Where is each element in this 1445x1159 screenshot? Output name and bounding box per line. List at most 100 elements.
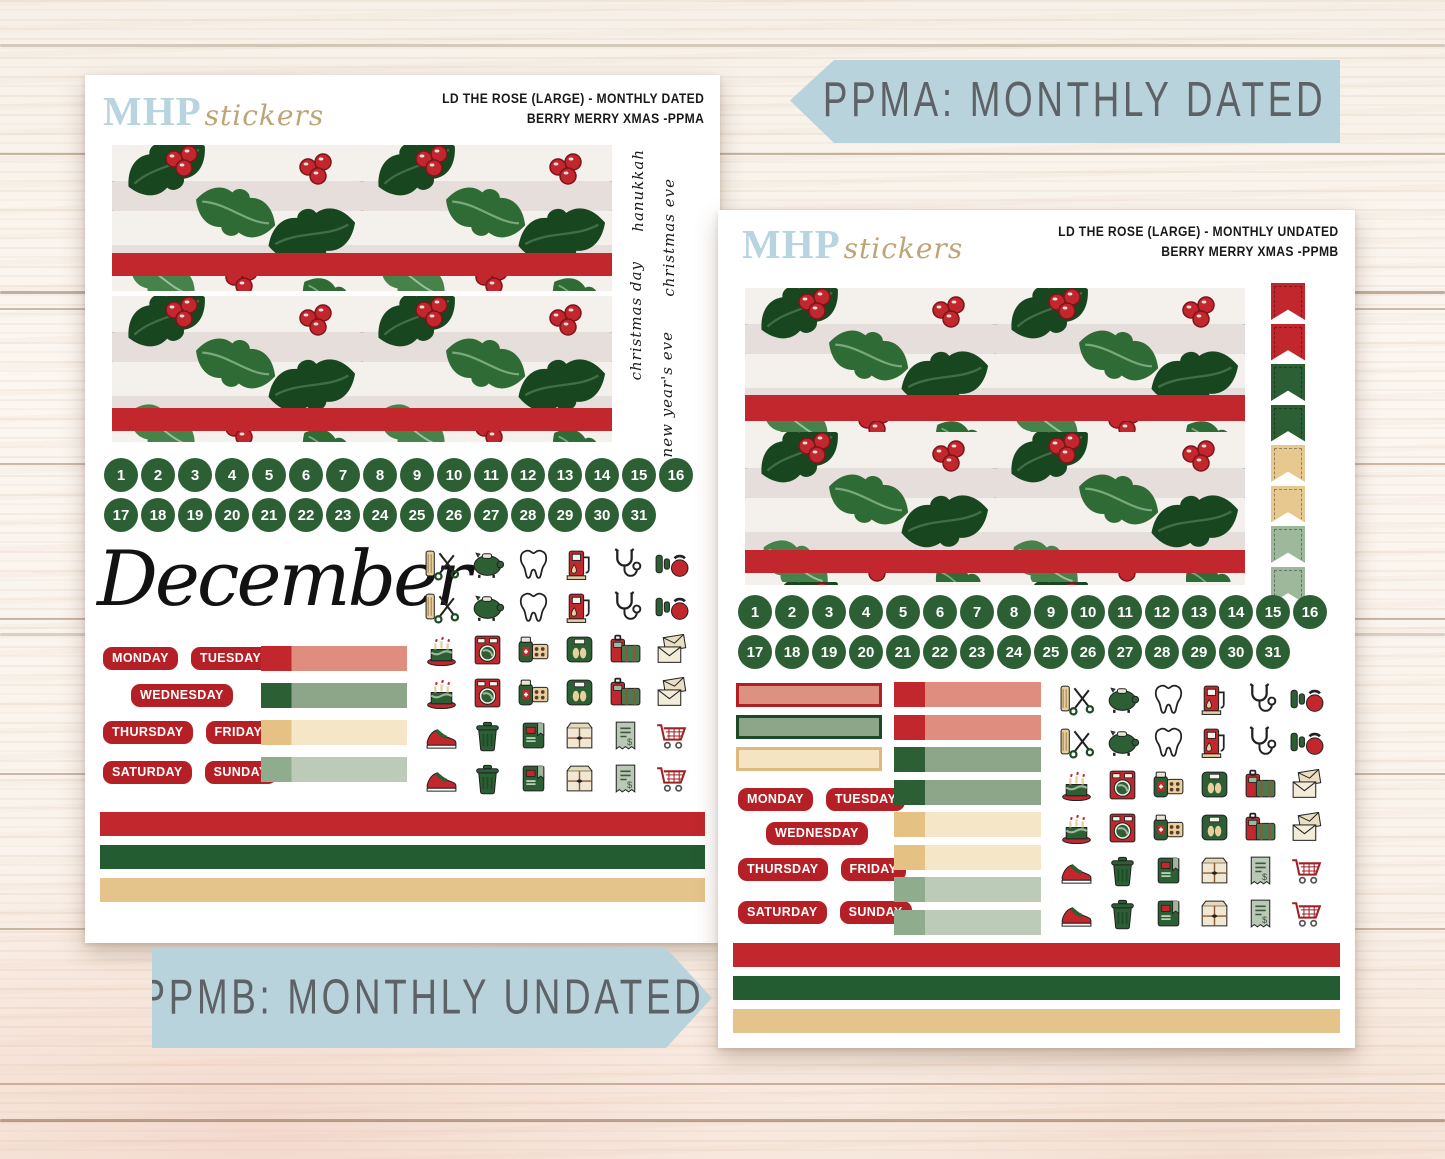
date-sticker: 12 — [511, 458, 545, 492]
date-sticker: 1 — [104, 458, 138, 492]
laundry-icon — [469, 674, 506, 711]
trash-can-icon — [1104, 895, 1141, 932]
date-sticker: 30 — [585, 498, 619, 532]
date-sticker: 20 — [215, 498, 249, 532]
haircut-icon — [1058, 723, 1095, 760]
haircut-icon — [423, 588, 460, 625]
solid-bar-sticker — [100, 812, 705, 836]
red-stripe — [112, 253, 612, 276]
sheet-title: LD THE ROSE (LARGE) - MONTHLY UNDATED BE… — [1059, 222, 1339, 263]
birthday-cake-icon — [423, 631, 460, 668]
sneaker-icon — [423, 760, 460, 797]
logo-serif-text: MHP — [103, 88, 202, 134]
svg-text:$: $ — [627, 780, 632, 790]
date-sticker: 3 — [812, 595, 846, 629]
package-icon — [561, 717, 598, 754]
logo-serif-text: MHP — [742, 221, 841, 267]
date-sticker: 17 — [738, 635, 772, 669]
date-sticker: 4 — [215, 458, 249, 492]
date-sticker: 26 — [437, 498, 471, 532]
weekday-sticker: SATURDAY — [738, 901, 827, 924]
stethoscope-icon — [607, 545, 644, 582]
outlined-header-bars — [736, 683, 882, 771]
luggage-icon — [607, 674, 644, 711]
weekday-row-2: WEDNESDAY — [766, 822, 868, 845]
two-tone-bar-sticker — [894, 844, 1041, 870]
sticker-sheet-monthly-undated: MHP stickers LD THE ROSE (LARGE) - MONTH… — [718, 210, 1355, 1048]
date-circles-row-2: 17 18 19 20 21 22 23 24 25 26 27 28 29 30 31 — [104, 498, 656, 532]
weekday-sticker: SATURDAY — [103, 761, 192, 784]
holiday-script-sticker: new year's eve — [658, 331, 676, 458]
flag-sticker — [1271, 526, 1305, 563]
date-sticker: 2 — [775, 595, 809, 629]
trash-can-icon — [469, 760, 506, 797]
laundry-icon — [1104, 809, 1141, 846]
outlined-bar-sticker — [736, 715, 882, 739]
date-circles-row-2: 17 18 19 20 21 22 23 24 25 26 27 28 29 30 31 — [738, 635, 1290, 669]
book-icon — [1150, 895, 1187, 932]
mail-icon — [1288, 809, 1325, 846]
package-icon — [1196, 895, 1233, 932]
date-sticker: 29 — [548, 498, 582, 532]
date-sticker: 21 — [252, 498, 286, 532]
medicine-icon — [1150, 766, 1187, 803]
date-sticker: 22 — [923, 635, 957, 669]
date-sticker: 9 — [400, 458, 434, 492]
date-sticker: 4 — [849, 595, 883, 629]
weekday-sticker: FRIDAY — [840, 858, 907, 881]
mail-icon — [653, 631, 690, 668]
mail-icon — [653, 674, 690, 711]
date-sticker: 10 — [1071, 595, 1105, 629]
book-icon — [515, 717, 552, 754]
luggage-icon — [607, 631, 644, 668]
shopping-cart-icon — [1288, 895, 1325, 932]
two-tone-bar-sticker — [261, 646, 407, 671]
date-sticker: 8 — [997, 595, 1031, 629]
month-script-sticker: December — [97, 534, 471, 623]
svg-text:$: $ — [627, 737, 632, 747]
laundry-icon — [469, 631, 506, 668]
plank-line — [0, 44, 1445, 47]
bottom-washi-bars — [100, 812, 705, 902]
red-stripe — [745, 550, 1245, 573]
sneaker-icon — [1058, 895, 1095, 932]
date-sticker: 25 — [400, 498, 434, 532]
date-sticker: 23 — [960, 635, 994, 669]
weights-icon — [653, 545, 690, 582]
mhp-stickers-logo: MHP stickers — [103, 88, 325, 134]
holly-washi-strip — [112, 145, 612, 291]
date-sticker: 18 — [775, 635, 809, 669]
weekday-sticker: TUESDAY — [190, 647, 271, 670]
luggage-icon — [1242, 766, 1279, 803]
logo-script-text: stickers — [843, 232, 964, 265]
date-sticker: 19 — [178, 498, 212, 532]
logo-script-text: stickers — [204, 99, 325, 132]
date-sticker: 31 — [1256, 635, 1290, 669]
weekday-sticker: TUESDAY — [825, 788, 906, 811]
tooth-icon — [515, 588, 552, 625]
label-tag-monthly-undated: PPMB: MONTHLY UNDATED — [152, 948, 712, 1048]
svg-text:$: $ — [1262, 915, 1267, 925]
scale-icon — [1196, 809, 1233, 846]
date-sticker: 17 — [104, 498, 138, 532]
haircut-icon — [423, 545, 460, 582]
sheet-title-line2: BERRY MERRY XMAS -PPMB — [1161, 244, 1339, 260]
birthday-cake-icon — [1058, 809, 1095, 846]
date-sticker: 6 — [923, 595, 957, 629]
date-sticker: 24 — [363, 498, 397, 532]
flag-sticker — [1271, 283, 1305, 320]
weekday-sticker: MONDAY — [738, 788, 813, 811]
label-tag-text: PPMB: MONTHLY UNDATED — [140, 970, 704, 1025]
piggy-bank-icon — [1104, 680, 1141, 717]
date-sticker: 14 — [1219, 595, 1253, 629]
date-sticker: 27 — [474, 498, 508, 532]
scale-icon — [561, 674, 598, 711]
weekday-sticker: SUNDAY — [204, 761, 277, 784]
date-sticker: 29 — [1182, 635, 1216, 669]
date-sticker: 16 — [1293, 595, 1327, 629]
outlined-bar-sticker — [736, 683, 882, 707]
date-sticker: 5 — [252, 458, 286, 492]
receipt-icon: $ — [607, 717, 644, 754]
date-sticker: 8 — [363, 458, 397, 492]
birthday-cake-icon — [1058, 766, 1095, 803]
